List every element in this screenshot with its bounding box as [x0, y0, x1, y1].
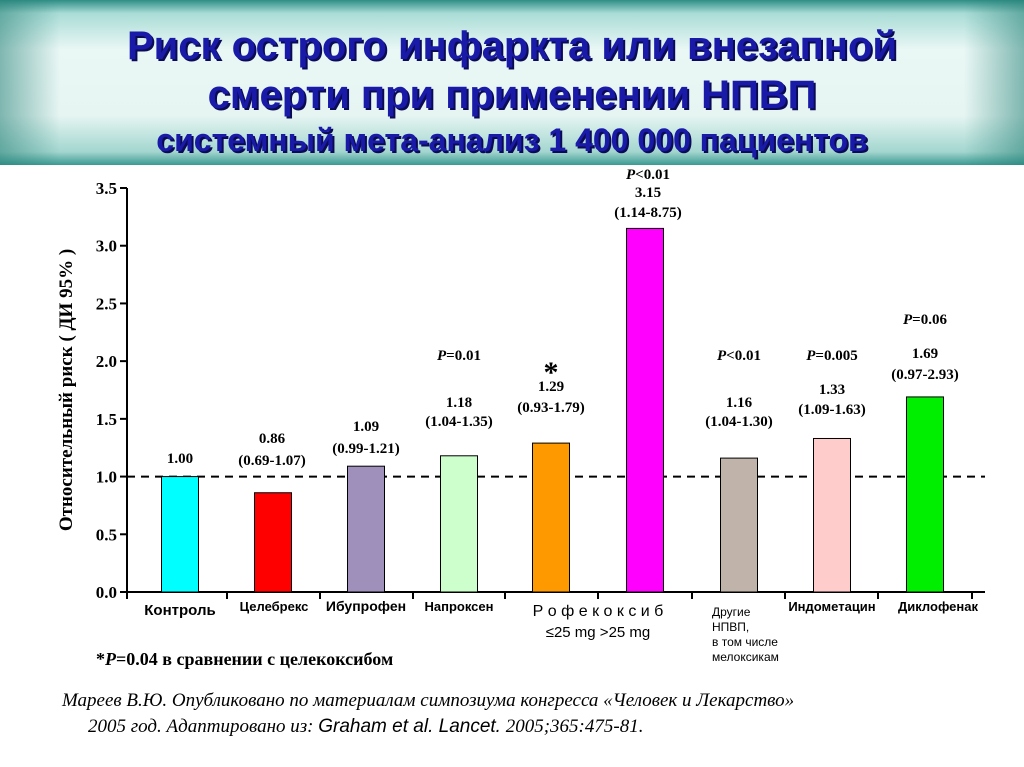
- bar-value-label: 1.00: [167, 451, 193, 467]
- bar-value-label: 3.15: [635, 185, 661, 201]
- y-tick-label: 1.0: [96, 468, 117, 487]
- category-label: Контроль: [144, 602, 215, 619]
- title-banner: Риск острого инфаркта или внезапной смер…: [0, 0, 1024, 165]
- bar-ci-label: (0.97-2.93): [891, 367, 959, 383]
- bar-p-value: P=0.005: [806, 348, 857, 364]
- bar-ci-label: (0.69-1.07): [238, 453, 306, 469]
- category-label-other: Другие НПВП, в том числе мелоксикам: [712, 605, 779, 664]
- source-citation: Мареев В.Ю. Опубликовано по материалам с…: [62, 688, 992, 740]
- bar-p-value: P<0.01: [717, 348, 761, 364]
- title-line-2: смерти при применении НПВП: [207, 73, 817, 117]
- title-line-1: Риск острого инфаркта или внезапной: [127, 24, 897, 68]
- bar-value-label: 1.33: [819, 382, 845, 398]
- y-tick-label: 1.5: [96, 410, 117, 429]
- bar: [161, 476, 199, 593]
- bar: [906, 396, 944, 593]
- bar-ci-label: (0.99-1.21): [332, 441, 400, 457]
- bar-p-value: P=0.06: [903, 312, 947, 328]
- y-tick-label: 0.5: [96, 525, 117, 544]
- y-tick-label: 2.0: [96, 352, 117, 371]
- group-sublabel: ≤25 mg >25 mg: [546, 624, 651, 641]
- bar: [347, 465, 385, 593]
- footnote-text: =0.04 в сравнении с целекоксибом: [116, 649, 394, 669]
- bar-value-label: 0.86: [259, 431, 286, 447]
- category-label: Напроксен: [425, 599, 494, 614]
- footnote-star: *: [96, 649, 105, 669]
- bar-ci-label: (0.93-1.79): [517, 400, 585, 416]
- source-line-2: 2005 год. Адаптировано из: Graham et al.…: [62, 714, 992, 740]
- category-label: Ибупрофен: [326, 598, 406, 614]
- y-tick-label: 2.5: [96, 294, 117, 313]
- title-line-3: системный мета-анализ 1 400 000 пациенто…: [156, 122, 868, 158]
- group-label: Р о ф е к о к с и б: [533, 603, 664, 620]
- bar: [813, 437, 851, 593]
- footnote: *P=0.04 в сравнении с целекоксибом: [96, 649, 393, 670]
- bar-ci-label: (1.14-8.75): [614, 205, 682, 221]
- source-line-1: Мареев В.Ю. Опубликовано по материалам с…: [62, 690, 795, 711]
- bar-ci-label: (1.04-1.35): [425, 414, 493, 430]
- bar-p-value: P=0.01: [437, 348, 481, 364]
- bar-value-label: 1.69: [912, 346, 938, 362]
- footnote-p: P: [105, 649, 116, 669]
- source-line-2-b: Graham et al. Lancet.: [318, 716, 501, 737]
- bar-p-value: P<0.01: [626, 167, 670, 183]
- source-line-2-c: 2005;365:475-81.: [500, 716, 644, 737]
- bar: [626, 227, 664, 593]
- bar: [254, 492, 292, 593]
- bar: [532, 442, 570, 593]
- significance-star: *: [544, 356, 559, 389]
- y-tick-label: 3.5: [96, 179, 117, 198]
- category-label: Диклофенак: [898, 599, 978, 614]
- bar-ci-label: (1.04-1.30): [705, 414, 773, 430]
- y-tick-label: 3.0: [96, 237, 117, 256]
- bar-value-label: 1.18: [446, 395, 472, 411]
- bar: [720, 457, 758, 593]
- bar-value-label: 1.09: [353, 419, 379, 435]
- bar: [440, 455, 478, 593]
- y-tick-label: 0.0: [96, 583, 117, 602]
- source-line-2-a: 2005 год. Адаптировано из:: [88, 716, 319, 737]
- category-label: Целебрекс: [240, 599, 309, 614]
- bar-value-label: 1.16: [726, 395, 753, 411]
- y-axis-label: Относительный риск ( ДИ 95% ): [56, 249, 77, 531]
- category-label: Индометацин: [788, 599, 875, 614]
- bar-value-label: 1.29: [538, 379, 564, 395]
- bar-ci-label: (1.09-1.63): [798, 402, 866, 418]
